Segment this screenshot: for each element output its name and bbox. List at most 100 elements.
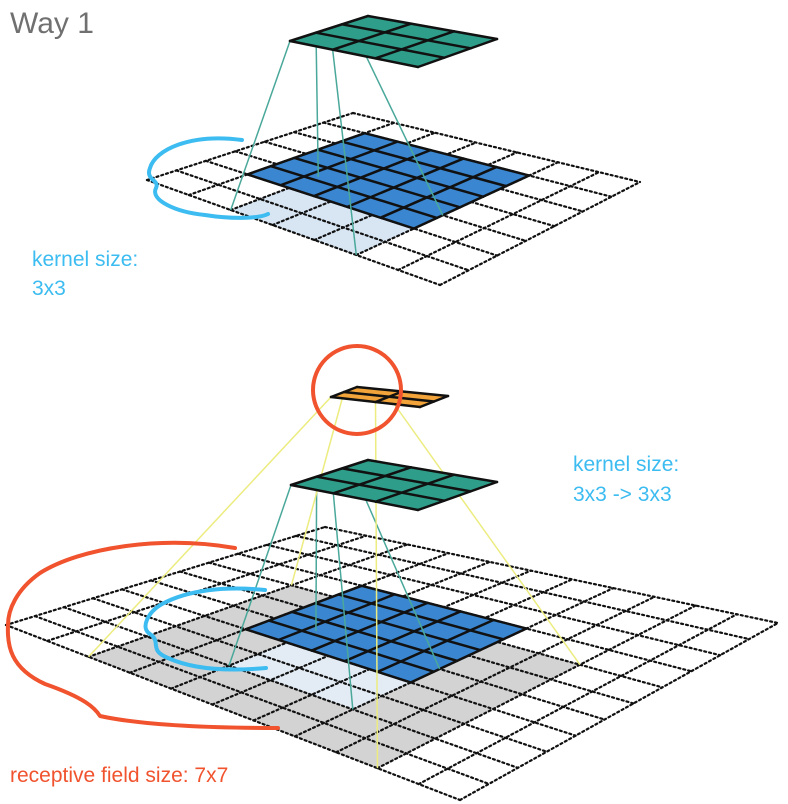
output-cell — [344, 387, 403, 397]
top-kernel-size-value: 3x3 — [32, 277, 66, 300]
receptive-field-cell — [117, 636, 188, 662]
feature-map-line — [277, 593, 396, 642]
feature-map-line — [360, 584, 528, 630]
receptive-field-cell — [241, 680, 312, 708]
bottom-middle-grid — [289, 458, 499, 512]
receptive-field-cell — [294, 722, 366, 753]
middle-grid-line — [374, 473, 456, 503]
kernel-window-cell — [272, 213, 344, 240]
output-grid-line — [418, 394, 450, 409]
receptive-field-label: receptive field size: 7x7 — [10, 764, 229, 787]
input-grid-line — [265, 543, 722, 657]
receptive-link-line — [87, 396, 332, 658]
feature-map-line — [363, 131, 531, 177]
input-grid-line — [175, 169, 470, 272]
top-kernel-size-label: kernel size: — [32, 248, 139, 271]
receptive-field-cell — [216, 629, 287, 655]
input-grid-line — [33, 614, 491, 786]
receptive-field-cell — [253, 707, 324, 737]
feature-map-line — [376, 618, 495, 674]
receptive-field-cell — [451, 681, 523, 709]
receptive-field-cell — [336, 738, 407, 769]
receptive-field-cell — [129, 661, 201, 689]
kernel-window-cell — [259, 187, 331, 214]
feature-map-line — [412, 174, 531, 230]
feature-map-line — [409, 627, 528, 684]
middle-grid-line — [341, 467, 472, 493]
output-grid-line — [288, 39, 420, 69]
top-kernel-brace — [147, 136, 270, 220]
receptive-field-cell — [352, 695, 423, 724]
middle-grid-line — [289, 458, 370, 487]
output-grid-line — [331, 22, 413, 51]
feature-map-line — [293, 156, 462, 209]
output-grid-line — [374, 390, 404, 404]
input-grid-line — [323, 525, 780, 625]
kernel-window-cell — [301, 201, 373, 228]
output-grid-line — [374, 30, 456, 60]
kernel-link-line — [315, 476, 318, 632]
output-cell — [331, 392, 389, 402]
bottom-connection-lines — [87, 391, 581, 769]
feature-map-line — [346, 157, 465, 209]
kernel-window-cell — [270, 668, 341, 695]
input-grid-line — [145, 111, 355, 182]
middle-grid-line — [289, 483, 420, 512]
input-grid-line — [145, 178, 442, 287]
middle-grid-line — [366, 458, 499, 484]
input-grid-line — [335, 595, 656, 754]
feature-map-line — [310, 601, 429, 652]
feature-map-cell — [247, 166, 305, 186]
kernel-window-cell — [340, 669, 411, 696]
output-grid-line — [416, 37, 499, 69]
kernel-link-line — [332, 493, 354, 710]
receptive-field-cell — [323, 709, 394, 739]
receptive-field-cell — [381, 682, 452, 710]
feature-map-line — [379, 165, 498, 219]
receptive-field-cell — [282, 694, 353, 723]
receptive-field-cell — [200, 665, 271, 693]
input-grid-line — [4, 623, 462, 802]
kernel-window-cell — [299, 655, 370, 682]
receptive-field-cell — [175, 616, 246, 641]
input-grid-line — [62, 606, 519, 769]
kernel-window-cell — [258, 642, 329, 668]
output-cell — [375, 396, 434, 407]
receptive-field-cell — [187, 640, 258, 666]
feature-map-line — [246, 131, 366, 176]
input-grid-line — [376, 604, 697, 770]
kernel-link-line — [230, 40, 291, 211]
output-grid-line — [288, 14, 370, 43]
top-output-grid — [288, 14, 499, 69]
output-pixel-highlight-circle — [311, 344, 403, 436]
kernel-link-line — [315, 32, 320, 177]
feature-map-line — [339, 140, 508, 188]
kernel-link-line — [331, 49, 358, 256]
feature-map-line — [279, 140, 399, 187]
input-grid-line — [87, 543, 409, 658]
input-grid-line — [120, 588, 577, 737]
diagram-title: Way 1 — [10, 7, 94, 40]
bottom-output-grid — [329, 385, 450, 409]
receptive-link-line — [388, 396, 581, 666]
input-grid-line — [294, 534, 751, 641]
kernel-link-line — [358, 40, 444, 216]
kernel-window-cell — [343, 215, 414, 242]
feature-map-line — [269, 164, 439, 220]
output-cell — [389, 391, 448, 402]
receptive-field-cell — [365, 724, 436, 754]
bottom-kernel-size-value: 3x3 -> 3x3 — [573, 483, 672, 506]
bottom-feature-map — [244, 584, 528, 684]
input-grid-line — [417, 613, 738, 786]
kernel-window-cell — [314, 227, 386, 255]
middle-grid-line — [332, 466, 413, 495]
receptive-field-cell — [88, 646, 159, 673]
input-grid-line — [4, 525, 327, 627]
receptive-field-cell — [212, 692, 283, 721]
receptive-field-cell — [394, 709, 465, 739]
receptive-field-cell — [171, 677, 242, 705]
receptive-field-cell — [204, 605, 275, 630]
feature-map-line — [246, 173, 416, 230]
top-connection-lines — [230, 32, 444, 256]
